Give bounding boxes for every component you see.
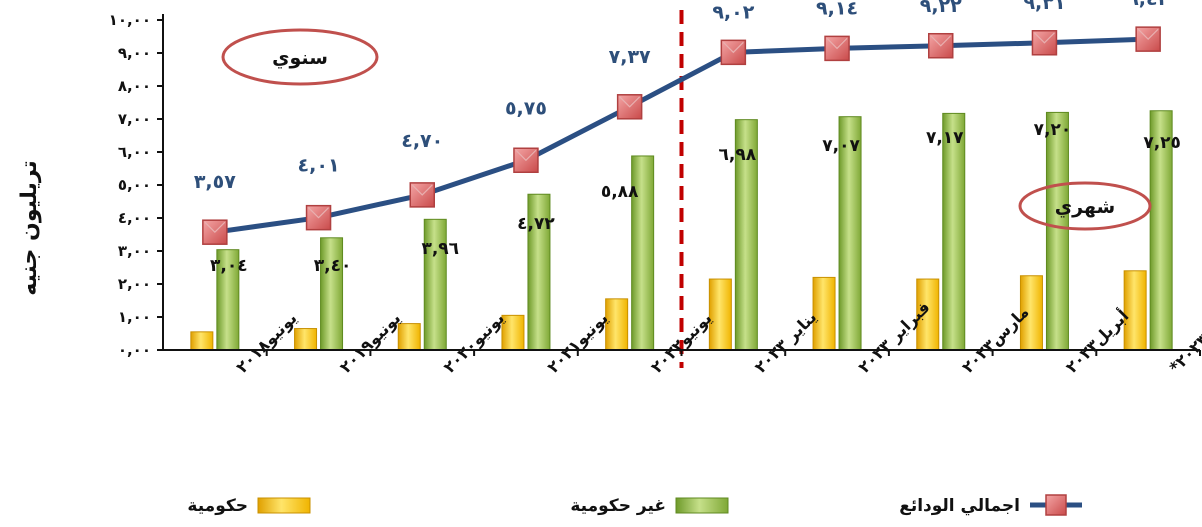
non-government-value-label: ٧,٢٠ [1034, 120, 1072, 140]
y-axis-title: تريليون جنيه [17, 160, 42, 296]
y-tick-labels: ٠,٠٠ ١,٠٠ ٢,٠٠ ٣,٠٠ ٤,٠٠ ٥,٠٠ ٦,٠٠ ٧,٠٠ ٨,٠٠ ٩,٠٠… [109, 11, 163, 359]
legend-label-total: اجمالي الودائع [899, 496, 1020, 516]
legend-item-total: اجمالي الودائع [899, 494, 1082, 516]
monthly-oval [1018, 181, 1152, 231]
bar-government [190, 331, 214, 351]
y-tick-label: ٨,٠٠ [118, 77, 151, 95]
bar-government [294, 328, 318, 351]
y-tick-label: ٠,٠٠ [118, 341, 151, 359]
total-deposits-labels: ٣,٥٧ ٤,٠١ ٤,٧٠ ٥,٧٥ ٧,٣٧ ٩,٠٢ ٩,١٤ ٩,٢٢ ٩,٣١ ٩,٤٢ [194, 0, 1170, 193]
y-tick-label: ٣,٠٠ [118, 242, 151, 260]
bar-government [708, 278, 732, 351]
x-tick-label: يونيو٢٠٢٠ [440, 308, 508, 376]
non-government-value-label: ٥,٨٨ [601, 182, 639, 202]
legend-swatch-gov [257, 497, 311, 514]
total-marker [202, 219, 228, 245]
y-tick-label: ٢,٠٠ [118, 275, 151, 293]
total-value-label: ٧,٣٧ [609, 46, 651, 68]
y-tick-label: ١٠,٠٠ [109, 11, 151, 29]
total-marker [720, 39, 747, 66]
total-marker [824, 35, 850, 62]
annual-oval [221, 28, 379, 86]
total-value-label: ٩,٠٢ [712, 1, 754, 23]
y-tick-label: ٦,٠٠ [118, 143, 151, 161]
y-tick-label: ١,٠٠ [118, 308, 151, 326]
bar-non-government [1045, 111, 1069, 351]
monthly-label: شهري [1055, 196, 1115, 219]
non-government-value-label: ٣,٤٠ [314, 256, 352, 276]
total-marker [305, 204, 332, 231]
non-government-value-label: ٧,١٧ [926, 128, 964, 148]
total-value-label: ٩,٢٢ [920, 0, 962, 17]
total-marker [409, 182, 435, 208]
legend-item-gov: حكومية [187, 496, 311, 516]
x-tick-label: أبريل٢٠٢٣ [1061, 306, 1132, 377]
total-marker [616, 94, 643, 120]
x-tick-label: يناير ٢٠٢٣ [751, 307, 820, 376]
y-tick-label: ٧,٠٠ [118, 110, 151, 128]
total-value-label: ٣,٥٧ [194, 171, 236, 193]
government-bars [190, 270, 1147, 351]
x-tick-label: يونيو٢٠٢١ [543, 308, 611, 376]
legend-label-nongov: غير حكومية [570, 496, 666, 516]
y-tick-label: ٤,٠٠ [118, 209, 151, 227]
total-value-label: ٤,٠١ [298, 155, 340, 177]
non-government-value-label: ٦,٩٨ [719, 145, 757, 165]
total-value-label: ٤,٧٠ [401, 130, 443, 152]
bar-non-government [320, 237, 344, 351]
x-tick-label: يونيو٢٠١٨ [232, 308, 300, 376]
plot-area: ٣,٥٧ ٤,٠١ ٤,٧٠ ٥,٧٥ ٧,٣٧ ٩,٠٢ ٩,١٤ ٩,٢٢ ٩,٣١ ٩,٤٢… [190, 0, 1181, 368]
total-value-label: ٩,٤٢ [1127, 0, 1169, 10]
non-government-value-label: ٣,٩٦ [421, 239, 459, 259]
legend-item-nongov: غير حكومية [570, 496, 729, 516]
bar-non-government [942, 112, 966, 351]
total-value-label: ٥,٧٥ [505, 97, 547, 119]
total-deposits-line [214, 36, 1149, 235]
monthly-annotation: شهري [1018, 181, 1152, 231]
bar-government [1123, 270, 1147, 351]
legend-swatch-nongov [675, 497, 729, 514]
total-marker [1135, 26, 1161, 52]
legend-label-gov: حكومية [187, 496, 248, 516]
legend-marker-total [1045, 494, 1067, 516]
total-marker [1031, 30, 1058, 56]
non-government-labels: ٣,٠٤ ٣,٤٠ ٣,٩٦ ٤,٧٢ ٥,٨٨ ٦,٩٨ ٧,٠٧ ٧,١٧ ٧,٢٠ ٧,٢٥ [210, 120, 1181, 276]
y-tick-label: ٥,٠٠ [118, 176, 151, 194]
y-tick-label: ٩,٠٠ [118, 44, 151, 62]
x-tick-label: يونيو٢٠١٩ [336, 308, 404, 376]
total-deposits-markers [202, 26, 1161, 245]
non-government-value-label: ٧,٠٧ [822, 136, 860, 156]
total-value-label: ٩,١٤ [816, 0, 858, 19]
non-government-value-label: ٧,٢٥ [1143, 133, 1181, 153]
bar-government [397, 323, 421, 351]
bar-government [812, 276, 836, 351]
non-government-value-label: ٤,٧٢ [517, 214, 555, 234]
total-marker [513, 147, 539, 173]
annual-label: سنوي [272, 47, 328, 70]
non-government-value-label: ٣,٠٤ [210, 256, 248, 276]
annual-annotation: سنوي [221, 28, 379, 86]
legend: اجمالي الودائع غير حكومية حكومية [187, 494, 1082, 516]
total-marker [928, 32, 954, 59]
total-value-label: ٩,٣١ [1023, 0, 1065, 14]
